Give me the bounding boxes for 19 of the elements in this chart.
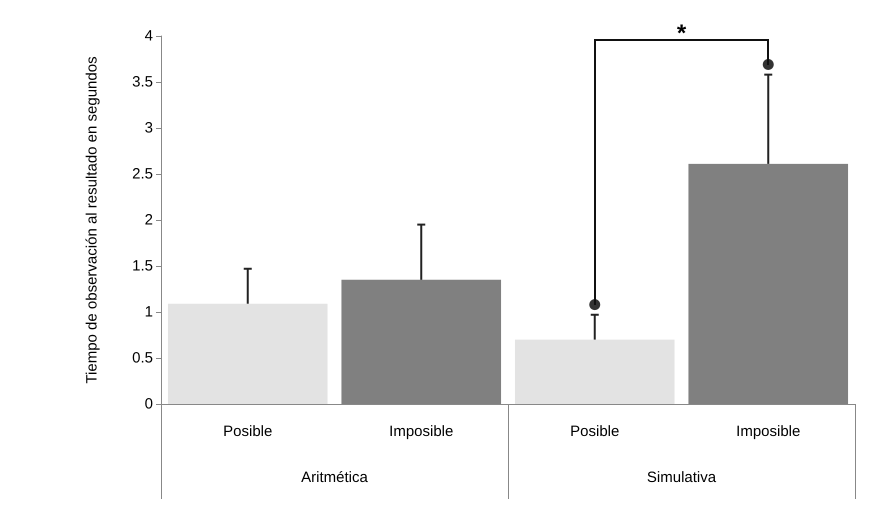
- y-axis-title: Tiempo de observación al resultado en segundos: [84, 56, 100, 384]
- text: Simulativa: [646, 469, 717, 486]
- y-tick-label: 2.5: [132, 166, 153, 182]
- y-tick-label: 4: [144, 28, 153, 44]
- text: Aritmética: [301, 469, 368, 486]
- y-tick-label: 0: [144, 396, 153, 412]
- y-tick-label: 3.5: [132, 74, 153, 90]
- bar: [168, 304, 328, 404]
- x-tick-label: Posible: [570, 423, 620, 440]
- bar: [514, 340, 675, 404]
- y-tick-label: 1: [144, 304, 153, 320]
- annotation: *: [676, 20, 687, 48]
- y-tick-label: 2: [144, 212, 153, 228]
- y-tick-label: 1.5: [132, 258, 153, 274]
- x-tick-label: Imposible: [389, 423, 454, 440]
- x-tick-label: Imposible: [736, 423, 800, 440]
- y-tick-label: 0.5: [132, 350, 153, 366]
- x-tick-label: Posible: [223, 423, 272, 440]
- y-tick-label: 3: [144, 120, 153, 136]
